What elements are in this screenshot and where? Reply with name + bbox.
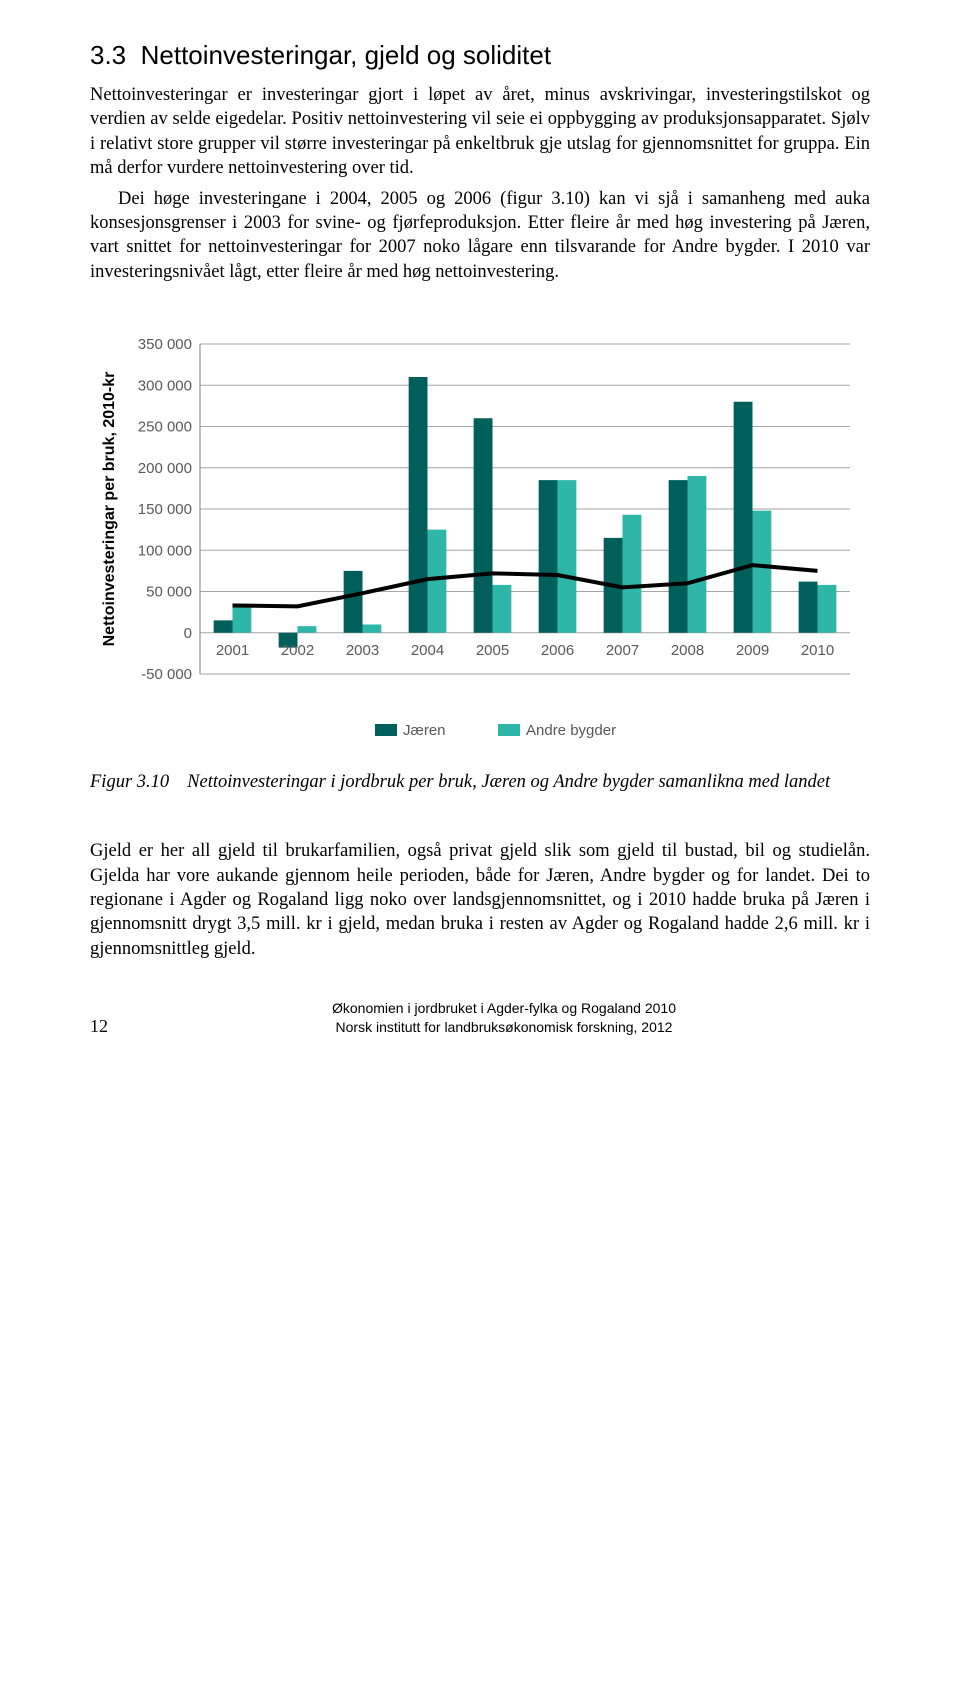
figure-caption: Figur 3.10 Nettoinvesteringar i jordbruk…	[90, 772, 870, 793]
svg-text:2004: 2004	[411, 642, 444, 659]
svg-text:0: 0	[184, 625, 192, 642]
paragraph-2: Dei høge investeringane i 2004, 2005 og …	[90, 187, 870, 285]
nettoinvestering-chart: -50 000 0 50 000 100 000 150 000 200 000 250 0…	[90, 334, 870, 754]
svg-text:2010: 2010	[801, 642, 834, 659]
svg-text:350 000: 350 000	[138, 336, 192, 353]
figure-label: Figur 3.10	[90, 772, 169, 793]
page-footer: 12 Økonomien i jordbruket i Agder-fylka …	[90, 999, 870, 1037]
paragraph-3: Gjeld er her all gjeld til brukarfamilie…	[90, 839, 870, 961]
svg-text:50 000: 50 000	[146, 584, 192, 601]
pub-line-2: Norsk institutt for landbruksøkonomisk f…	[138, 1018, 870, 1037]
svg-text:2007: 2007	[606, 642, 639, 659]
svg-text:2001: 2001	[216, 642, 249, 659]
svg-text:300 000: 300 000	[138, 378, 192, 395]
pub-line-1: Økonomien i jordbruket i Agder-fylka og …	[138, 999, 870, 1018]
svg-text:2005: 2005	[476, 642, 509, 659]
svg-text:-50 000: -50 000	[141, 666, 192, 683]
paragraph-1: Nettoinvesteringar er investeringar gjor…	[90, 83, 870, 181]
svg-text:200 000: 200 000	[138, 460, 192, 477]
svg-text:250 000: 250 000	[138, 419, 192, 436]
figure-caption-text: Nettoinvesteringar i jordbruk per bruk, …	[187, 772, 870, 793]
svg-text:100 000: 100 000	[138, 543, 192, 560]
svg-text:2008: 2008	[671, 642, 704, 659]
section-heading: 3.3 Nettoinvesteringar, gjeld og solidit…	[90, 40, 870, 71]
svg-text:Nettoinvesteringar per bruk, 2: Nettoinvesteringar per bruk, 2010-kr	[101, 372, 118, 647]
svg-text:Jæren: Jæren	[403, 722, 446, 739]
chart-svg: -50 000 0 50 000 100 000 150 000 200 000 250 0…	[90, 334, 870, 754]
svg-text:Andre bygder: Andre bygder	[526, 722, 616, 739]
section-title: Nettoinvesteringar, gjeld og soliditet	[141, 40, 551, 70]
section-number: 3.3	[90, 40, 126, 70]
page-number: 12	[90, 1016, 108, 1037]
publication-info: Økonomien i jordbruket i Agder-fylka og …	[138, 999, 870, 1037]
svg-text:2003: 2003	[346, 642, 379, 659]
svg-text:2006: 2006	[541, 642, 574, 659]
svg-text:150 000: 150 000	[138, 501, 192, 518]
svg-text:2002: 2002	[281, 642, 314, 659]
svg-text:2009: 2009	[736, 642, 769, 659]
